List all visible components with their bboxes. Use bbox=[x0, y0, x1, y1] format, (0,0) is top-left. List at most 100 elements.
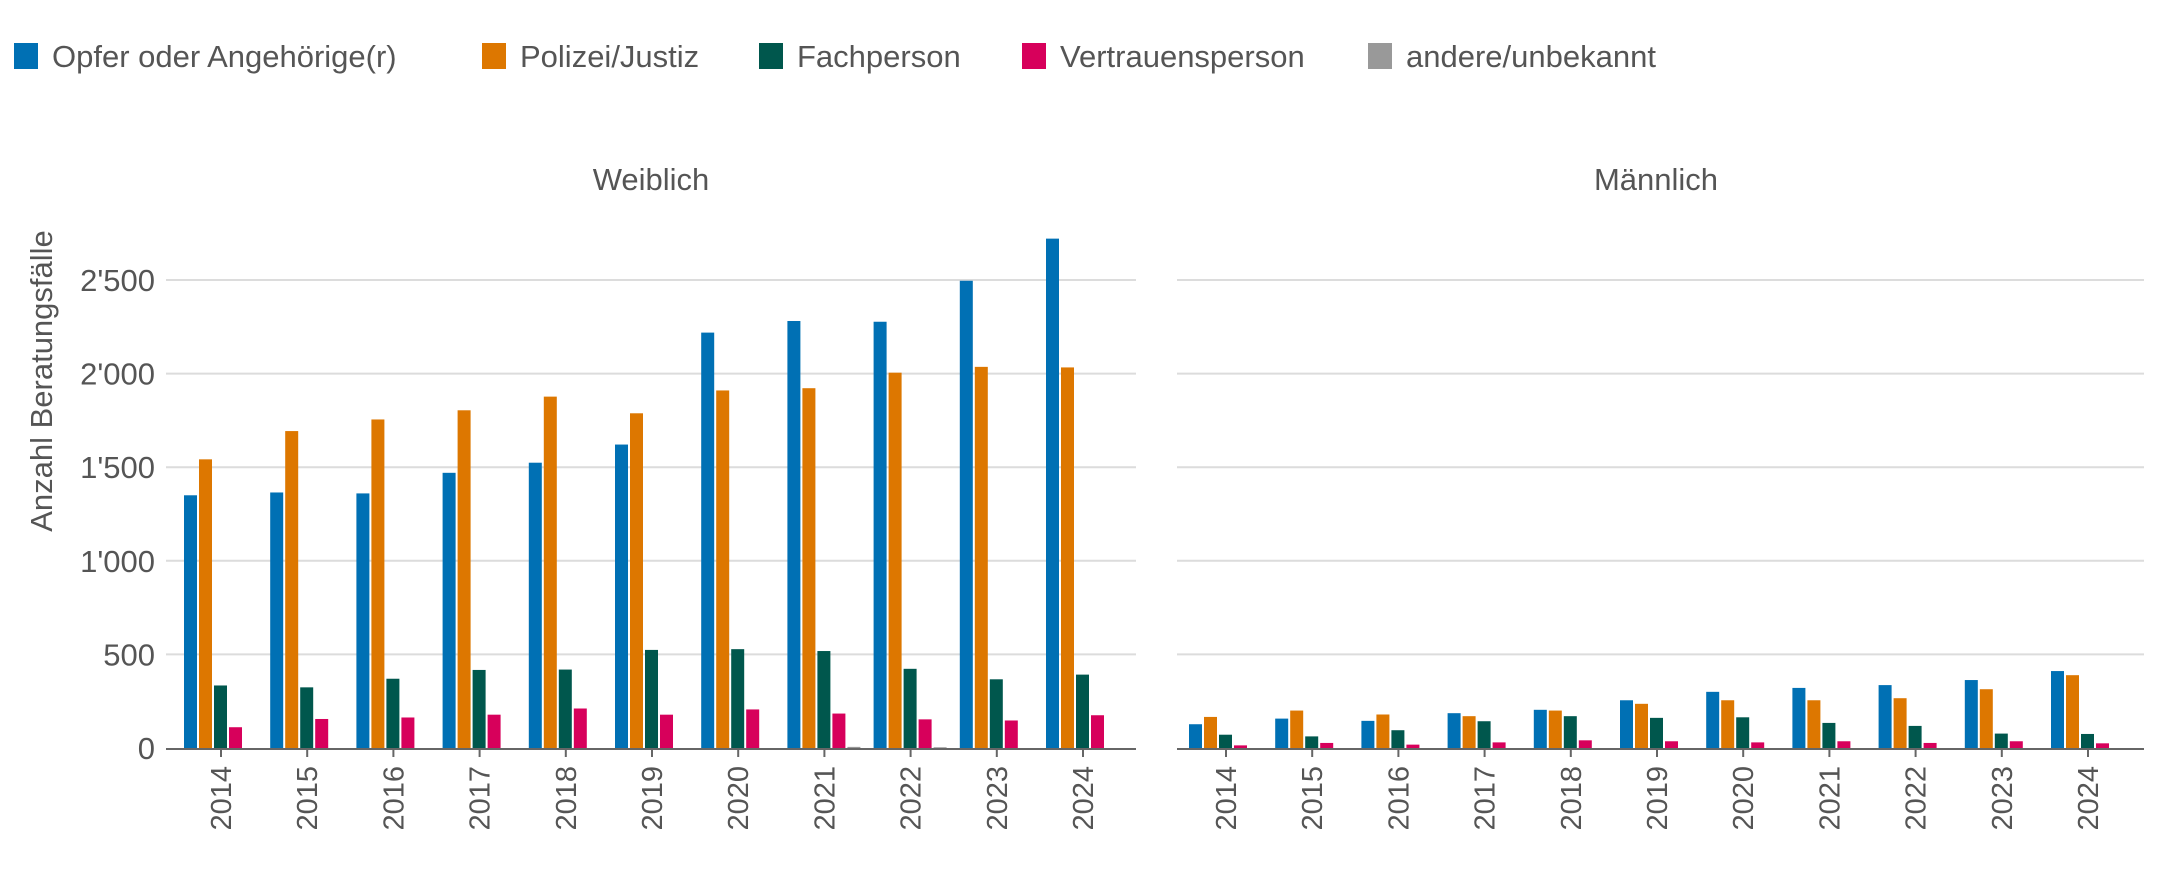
bar-2023-3 bbox=[1004, 720, 1018, 748]
bar-2015-1 bbox=[285, 431, 299, 748]
bar-group-2017 bbox=[1447, 713, 1506, 748]
bar-2015-2 bbox=[300, 687, 314, 748]
bar-2019-1 bbox=[1635, 703, 1648, 748]
bar-2020-1 bbox=[1721, 700, 1735, 748]
panel-weiblich: Weiblich 0 500 1'000 1'500 2'000 2'500 Anzahl B… bbox=[24, 162, 1136, 831]
bar-2021-1 bbox=[1807, 700, 1821, 748]
y-tick-label: 1'000 bbox=[80, 544, 155, 579]
bar-2015-0 bbox=[1275, 718, 1289, 748]
x-tick-label: 2020 bbox=[1728, 766, 1760, 831]
legend-swatch bbox=[14, 43, 38, 69]
bar-2018-3 bbox=[1578, 740, 1592, 748]
x-tick-label: 2019 bbox=[637, 766, 669, 831]
bar-2019-0 bbox=[615, 444, 628, 748]
x-tick-label: 2016 bbox=[378, 766, 410, 831]
legend-swatch bbox=[1368, 43, 1392, 69]
bar-2019-1 bbox=[630, 413, 643, 748]
bar-2018-1 bbox=[543, 396, 557, 748]
y-tick-label: 0 bbox=[138, 731, 155, 766]
bar-2017-3 bbox=[1492, 742, 1506, 748]
bar-2016-2 bbox=[386, 678, 400, 748]
bar-2016-1 bbox=[371, 419, 385, 748]
bar-2024-1 bbox=[1061, 367, 1074, 748]
bar-group-2017 bbox=[442, 410, 501, 748]
bar-2017-1 bbox=[1462, 716, 1476, 748]
legend-item: andere/unbekannt bbox=[1368, 39, 1656, 74]
bar-2021-2 bbox=[817, 651, 831, 748]
bar-group-2021 bbox=[1792, 687, 1851, 748]
legend-swatch bbox=[759, 43, 783, 69]
x-tick-label: 2016 bbox=[1383, 766, 1415, 831]
x-tick-label: 2015 bbox=[1297, 766, 1329, 831]
x-tick-label: 2024 bbox=[2073, 766, 2105, 831]
bar-group-2016 bbox=[1361, 714, 1420, 748]
bar-2024-3 bbox=[2096, 743, 2109, 748]
y-axis-title: Anzahl Beratungsfälle bbox=[24, 230, 59, 532]
x-tick-label: 2018 bbox=[1556, 766, 1588, 831]
bar-2021-1 bbox=[802, 388, 816, 748]
bar-2018-3 bbox=[573, 708, 587, 748]
bar-group-2019 bbox=[615, 413, 673, 748]
bar-group-2014 bbox=[184, 459, 242, 748]
bar-2014-3 bbox=[229, 727, 242, 748]
bar-group-2020 bbox=[1706, 691, 1765, 748]
bar-2023-2 bbox=[1994, 733, 2008, 748]
bar-2022-3 bbox=[918, 719, 932, 748]
bar-group-2015 bbox=[270, 431, 329, 748]
legend-label: Opfer oder Angehörige(r) bbox=[52, 39, 397, 74]
x-tick-label: 2022 bbox=[1901, 766, 1933, 831]
x-tick-label: 2017 bbox=[465, 766, 497, 831]
x-tick-label: 2020 bbox=[723, 766, 755, 831]
bar-group-2023 bbox=[959, 280, 1018, 748]
bar-2014-0 bbox=[184, 495, 197, 748]
bar-2017-2 bbox=[472, 669, 486, 748]
bar-2015-3 bbox=[315, 718, 329, 748]
panel-maennlich: Männlich 2014 2015 2016 2017 2018 2019 2020 2021… bbox=[1177, 162, 2144, 831]
bar-2023-1 bbox=[974, 366, 988, 748]
x-tick-label: 2023 bbox=[982, 766, 1014, 831]
bar-2020-3 bbox=[1751, 742, 1765, 748]
legend-label: Vertrauensperson bbox=[1060, 39, 1305, 74]
bar-group-2024 bbox=[1046, 238, 1104, 749]
bar-2023-1 bbox=[1979, 689, 1993, 748]
bar-group-2022 bbox=[1878, 685, 1937, 748]
bar-group-2016 bbox=[356, 419, 415, 748]
bar-2024-2 bbox=[2081, 733, 2094, 748]
x-tick-label: 2014 bbox=[206, 766, 238, 831]
legend-label: Fachperson bbox=[797, 39, 961, 74]
bar-2024-0 bbox=[2051, 671, 2064, 748]
bar-2017-1 bbox=[457, 410, 471, 748]
bar-group-2021 bbox=[787, 320, 861, 748]
bar-2017-2 bbox=[1477, 721, 1491, 748]
bar-2021-2 bbox=[1822, 722, 1836, 748]
x-tick-label: 2017 bbox=[1470, 766, 1502, 831]
legend-item: Opfer oder Angehörige(r) bbox=[14, 39, 397, 74]
bar-2023-0 bbox=[959, 280, 973, 748]
bar-2021-4 bbox=[847, 746, 861, 748]
bar-group-2018 bbox=[528, 396, 587, 748]
panel-title: Männlich bbox=[1594, 162, 1718, 197]
x-tick-label: 2015 bbox=[292, 766, 324, 831]
bar-2014-1 bbox=[199, 459, 212, 748]
bar-2018-0 bbox=[1533, 709, 1547, 748]
bar-2020-3 bbox=[746, 709, 760, 748]
bar-2019-3 bbox=[660, 714, 673, 748]
bar-2018-1 bbox=[1548, 710, 1562, 748]
legend-label: Polizei/Justiz bbox=[520, 39, 699, 74]
bar-2015-2 bbox=[1305, 736, 1319, 748]
bar-2018-0 bbox=[528, 462, 542, 748]
bar-2022-3 bbox=[1923, 742, 1937, 748]
bar-2016-2 bbox=[1391, 730, 1405, 748]
bar-2021-0 bbox=[787, 320, 801, 748]
y-tick-label: 2'000 bbox=[80, 357, 155, 392]
bar-2023-0 bbox=[1964, 680, 1978, 748]
legend-item: Vertrauensperson bbox=[1022, 39, 1305, 74]
bar-2017-0 bbox=[1447, 713, 1461, 748]
bar-2020-0 bbox=[1706, 691, 1720, 748]
bar-group-2014 bbox=[1189, 716, 1247, 748]
x-tick-label: 2014 bbox=[1211, 766, 1243, 831]
bar-2016-0 bbox=[356, 493, 370, 748]
bar-2014-1 bbox=[1204, 716, 1217, 748]
bar-2022-4 bbox=[933, 747, 947, 748]
